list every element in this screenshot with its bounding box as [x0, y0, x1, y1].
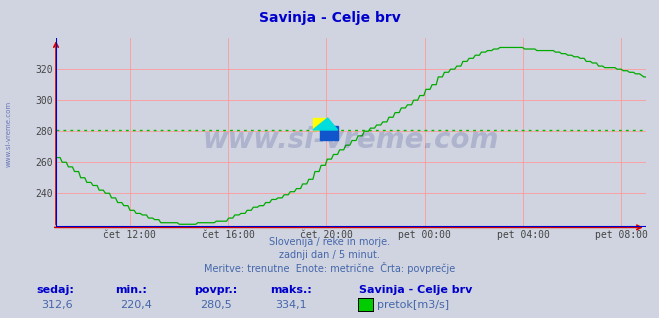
Text: www.si-vreme.com: www.si-vreme.com	[203, 126, 499, 154]
Polygon shape	[313, 118, 337, 130]
Text: 334,1: 334,1	[275, 300, 307, 309]
Text: 312,6: 312,6	[42, 300, 73, 309]
Text: Slovenija / reke in morje.: Slovenija / reke in morje.	[269, 237, 390, 247]
Bar	[320, 126, 337, 140]
Text: maks.:: maks.:	[270, 285, 312, 294]
Text: zadnji dan / 5 minut.: zadnji dan / 5 minut.	[279, 250, 380, 259]
Text: www.si-vreme.com: www.si-vreme.com	[5, 100, 11, 167]
Text: 220,4: 220,4	[121, 300, 152, 309]
Text: Meritve: trenutne  Enote: metrične  Črta: povprečje: Meritve: trenutne Enote: metrične Črta: …	[204, 262, 455, 274]
Text: sedaj:: sedaj:	[36, 285, 74, 294]
Text: povpr.:: povpr.:	[194, 285, 238, 294]
Text: pretok[m3/s]: pretok[m3/s]	[377, 300, 449, 309]
Text: Savinja - Celje brv: Savinja - Celje brv	[359, 285, 473, 294]
Text: Savinja - Celje brv: Savinja - Celje brv	[258, 11, 401, 25]
Bar	[313, 118, 326, 130]
Text: min.:: min.:	[115, 285, 147, 294]
Text: 280,5: 280,5	[200, 300, 231, 309]
